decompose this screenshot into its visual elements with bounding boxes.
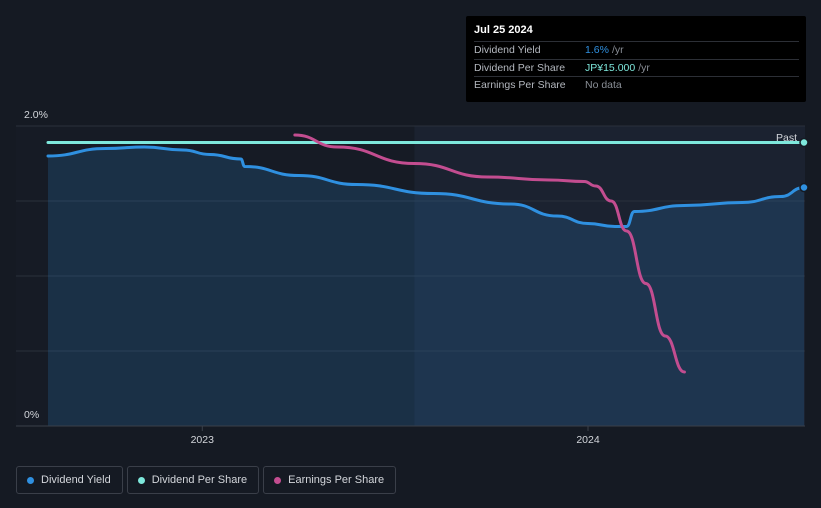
tooltip-value: 1.6%	[585, 44, 609, 57]
legend: Dividend Yield Dividend Per Share Earnin…	[16, 466, 400, 494]
legend-item-earnings-per-share[interactable]: Earnings Per Share	[263, 466, 397, 494]
tooltip: Jul 25 2024 Dividend Yield 1.6%/yr Divid…	[466, 16, 806, 102]
dividend-yield-end-marker	[799, 182, 809, 193]
tooltip-label: Earnings Per Share	[474, 79, 566, 92]
tooltip-value: JP¥15.000	[585, 61, 636, 74]
legend-item-dividend-per-share[interactable]: Dividend Per Share	[126, 466, 260, 494]
past-label: Past	[776, 132, 797, 144]
x-tick-label: 2024	[576, 434, 600, 446]
tooltip-date: Jul 25 2024	[474, 24, 533, 36]
tooltip-unit: /yr	[638, 61, 650, 74]
legend-dot-icon	[137, 476, 145, 484]
legend-item-dividend-yield[interactable]: Dividend Yield	[16, 466, 123, 494]
tooltip-value: No data	[585, 79, 622, 92]
tooltip-label: Dividend Per Share	[474, 61, 566, 74]
dividend-per-share-end-marker	[799, 137, 809, 148]
legend-dot-icon	[27, 476, 34, 484]
tooltip-row-earnings-per-share: Earnings Per Share No data	[474, 76, 799, 94]
y-tick-label: 2.0%	[24, 109, 48, 121]
legend-label: Dividend Per Share	[151, 474, 248, 486]
tooltip-row-dividend-per-share: Dividend Per Share JP¥15.000/yr	[474, 58, 799, 77]
legend-label: Dividend Yield	[41, 474, 111, 486]
dividend-yield-area	[48, 147, 804, 426]
y-tick-label: 0%	[24, 409, 39, 421]
tooltip-label: Dividend Yield	[474, 44, 541, 57]
x-tick-label: 2023	[191, 434, 215, 446]
earnings-per-share-line	[293, 133, 686, 374]
dividend-yield-line	[46, 145, 806, 228]
tooltip-unit: /yr	[611, 44, 624, 57]
legend-dot-icon	[274, 476, 282, 484]
legend-label: Earnings Per Share	[288, 474, 385, 486]
tooltip-row-dividend-yield: Dividend Yield 1.6%/yr	[474, 41, 799, 59]
